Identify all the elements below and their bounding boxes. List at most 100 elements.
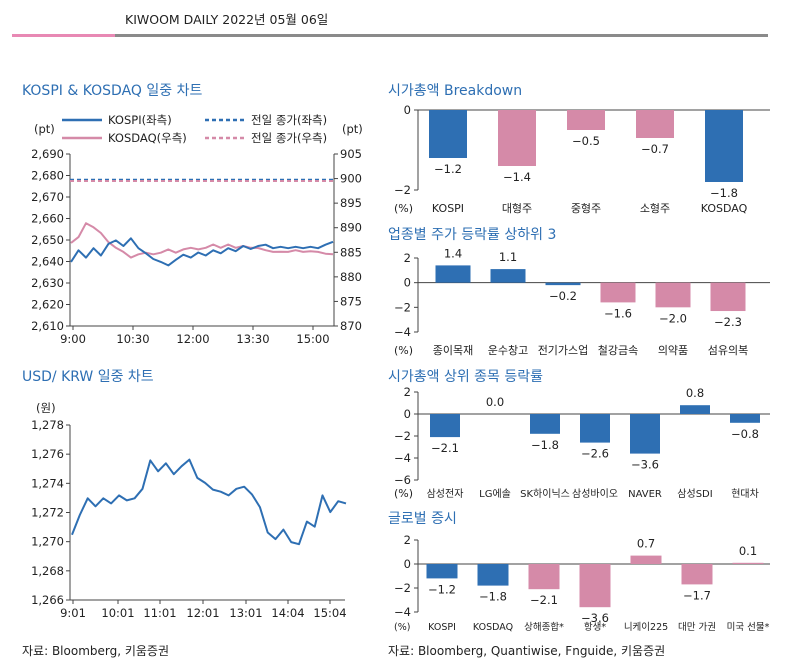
- data-label: 0.1: [739, 544, 757, 558]
- y-tick-label: 0: [404, 276, 411, 290]
- right-unit-label: (pt): [342, 122, 363, 136]
- legend-label: 전일 종가(우측): [251, 131, 327, 145]
- unit-label: (원): [36, 401, 56, 415]
- data-label: 1.1: [499, 250, 517, 264]
- source-note-right: 자료: Bloomberg, Quantiwise, Fnguide, 키움증권: [388, 644, 666, 658]
- y-tick-label: 2,630: [31, 276, 64, 290]
- bar: [630, 555, 662, 564]
- data-label: −1.7: [683, 588, 711, 602]
- category-label: 삼성SDI: [677, 488, 712, 500]
- section-title-usd-krw: USD/ KRW 일중 차트: [22, 369, 154, 385]
- y-tick-label: 1,266: [31, 593, 64, 607]
- y-right-tick-label: 905: [340, 147, 362, 161]
- bar: [530, 414, 560, 434]
- section-title-mcap-breakdown: 시가총액 Breakdown: [388, 83, 523, 99]
- category-label: KOSDAQ: [701, 202, 748, 215]
- bar: [732, 562, 764, 564]
- kosdaq-series-line: [70, 222, 334, 259]
- bar: [545, 282, 581, 286]
- bar: [580, 414, 610, 443]
- y-tick-label: 2,620: [31, 298, 64, 312]
- y-tick-label: 0: [404, 103, 411, 117]
- x-tick-label: 12:00: [176, 332, 209, 346]
- y-tick-label: 2: [404, 251, 411, 265]
- x-tick-label: 15:00: [296, 332, 329, 346]
- bar: [730, 414, 760, 423]
- y-tick-label: 2,650: [31, 233, 64, 247]
- category-label: 상해종합*: [524, 621, 564, 633]
- y-tick-label: 2,690: [31, 147, 64, 161]
- category-label: 대형주: [502, 202, 532, 215]
- data-label: −1.2: [434, 162, 462, 176]
- category-label: 전기가스업: [538, 344, 589, 357]
- category-label: 의약품: [658, 343, 688, 357]
- section-title-sector: 업종별 주가 등락률 상하위 3: [388, 227, 557, 243]
- y-right-tick-label: 880: [340, 270, 362, 284]
- bar: [567, 110, 605, 130]
- category-label: 종이목재: [433, 344, 473, 357]
- x-tick-label: 14:04: [271, 606, 304, 620]
- x-tick-label: 11:01: [143, 606, 176, 620]
- bar: [681, 564, 713, 585]
- bar: [426, 564, 458, 579]
- data-label: −2.6: [581, 447, 609, 461]
- data-label: −1.8: [710, 186, 738, 200]
- y-tick-label: 2: [404, 385, 411, 399]
- data-label: −0.7: [641, 142, 669, 156]
- y-tick-label: −2: [394, 183, 411, 197]
- data-label: −2.0: [659, 311, 687, 325]
- y-tick-label: 2,640: [31, 255, 64, 269]
- data-label: −1.6: [604, 306, 632, 320]
- category-label: KOSPI: [432, 202, 464, 215]
- data-label: −3.6: [581, 611, 609, 625]
- y-tick-label: −6: [394, 473, 411, 487]
- y-tick-label: 1,276: [31, 447, 64, 461]
- bar: [710, 282, 746, 312]
- y-tick-label: −4: [394, 325, 411, 339]
- y-tick-label: 1,272: [31, 506, 64, 520]
- section-title-top-mcap: 시가총액 상위 종목 등락률: [388, 369, 544, 385]
- data-label: −1.8: [531, 438, 559, 452]
- usd-krw-series-line: [71, 458, 347, 546]
- category-label: 현대차: [731, 488, 759, 500]
- category-label: 미국 선물*: [727, 622, 770, 633]
- data-label: 0.8: [686, 386, 704, 400]
- legend-label: KOSDAQ(우측): [108, 131, 187, 145]
- category-label: 삼성바이오: [572, 488, 618, 500]
- category-label: 대만 가권: [678, 621, 716, 633]
- y-right-tick-label: 875: [340, 294, 362, 308]
- bar: [528, 564, 560, 590]
- data-label: −1.8: [479, 590, 507, 604]
- bar: [490, 269, 526, 283]
- category-label: KOSPI: [428, 622, 456, 633]
- category-label: NAVER: [628, 489, 662, 500]
- bar: [430, 414, 460, 438]
- x-tick-label: 13:01: [229, 606, 262, 620]
- y-tick-label: 1,278: [31, 418, 64, 432]
- bar: [655, 282, 691, 308]
- data-label: −0.2: [549, 289, 577, 303]
- legend-label: 전일 종가(좌측): [251, 113, 327, 127]
- y-tick-label: 2,660: [31, 212, 64, 226]
- bar: [680, 405, 710, 414]
- data-label: −1.4: [503, 170, 531, 184]
- data-label: −0.8: [731, 427, 759, 441]
- data-label: −2.1: [431, 441, 459, 455]
- y-right-tick-label: 900: [340, 172, 362, 186]
- bar: [477, 564, 509, 586]
- y-tick-label: 1,268: [31, 564, 64, 578]
- data-label: −1.2: [428, 582, 456, 596]
- category-label: 중형주: [571, 202, 601, 215]
- y-right-tick-label: 885: [340, 245, 362, 259]
- header-accent-line: [12, 34, 115, 37]
- data-label: −0.5: [572, 134, 600, 148]
- unit-label: (%): [394, 622, 410, 633]
- y-tick-label: 0: [404, 407, 411, 421]
- report-header: KIWOOM DAILY 2022년 05월 06일: [125, 12, 329, 27]
- bar: [600, 282, 636, 303]
- unit-label: (%): [394, 344, 413, 357]
- data-label: −2.1: [530, 593, 558, 607]
- unit-label: (%): [394, 202, 413, 215]
- source-note-left: 자료: Bloomberg, 키움증권: [22, 644, 170, 658]
- x-tick-label: 9:00: [60, 332, 86, 346]
